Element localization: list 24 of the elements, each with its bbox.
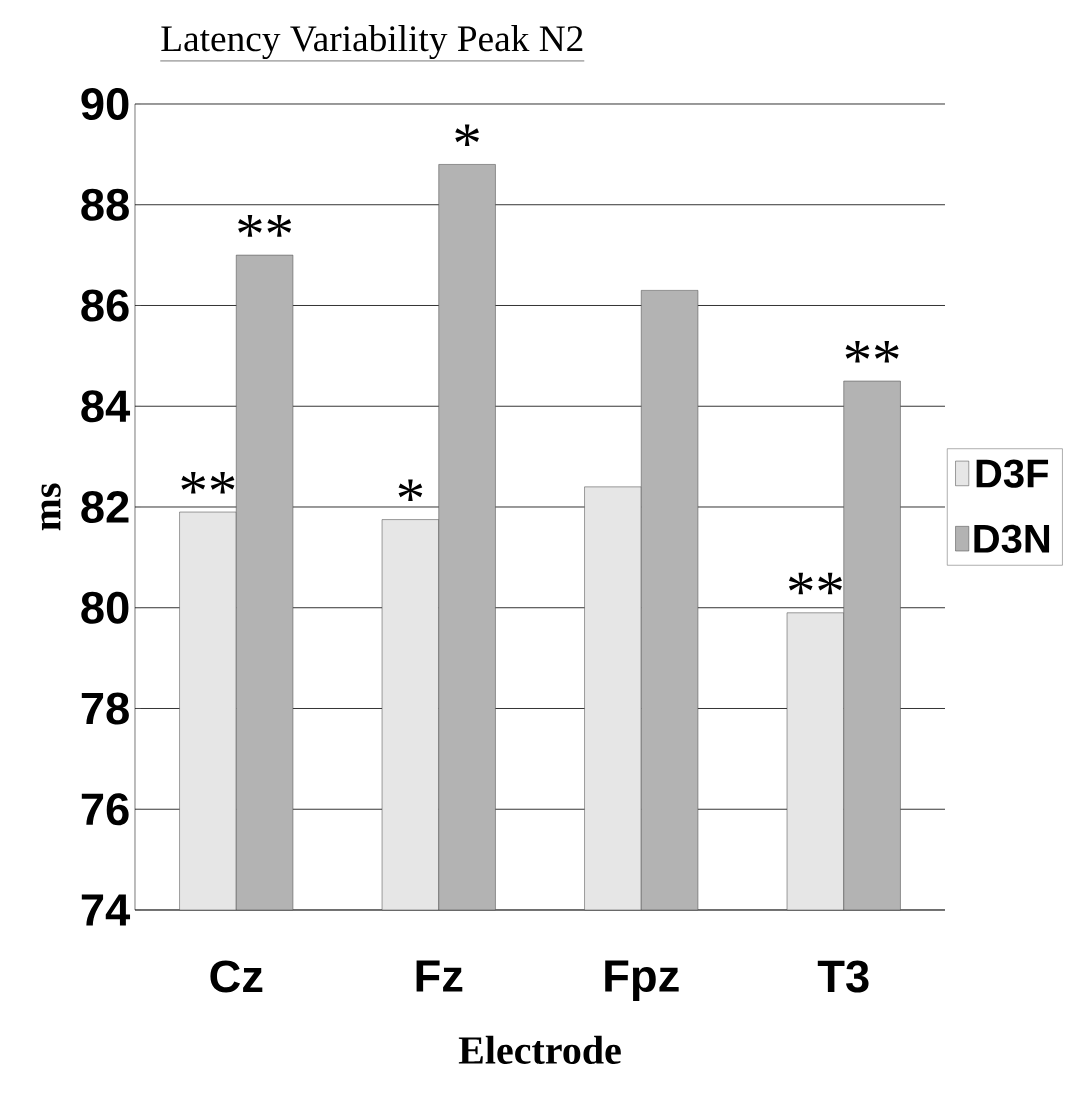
annotation: ** <box>238 215 292 237</box>
y-tick-label: 80 <box>81 591 129 624</box>
annotation: * <box>455 124 479 146</box>
y-tick-label: 86 <box>81 289 129 322</box>
x-tick-label: Cz <box>210 960 263 993</box>
y-tick-label: 76 <box>81 793 129 826</box>
x-tick-label: T3 <box>817 960 869 993</box>
legend-label: D3F <box>976 459 1049 488</box>
chart-title: Latency Variability Peak N2 <box>161 25 583 60</box>
y-tick-label: 88 <box>81 188 129 221</box>
annotation: ** <box>788 572 842 595</box>
y-tick-label: 84 <box>81 390 131 423</box>
annotation: ** <box>845 341 899 363</box>
x-tick-label: Fz <box>416 960 463 992</box>
y-tick-label: 82 <box>81 490 129 524</box>
x-tick-label: Fpz <box>605 960 679 1001</box>
x-axis-title: Electrode <box>458 1035 621 1064</box>
legend-label: D3N <box>974 524 1050 554</box>
y-tick-label: 74 <box>81 894 131 926</box>
y-tick-label: 78 <box>81 692 129 725</box>
y-tick-label: 90 <box>81 87 129 121</box>
annotation: ** <box>181 472 235 494</box>
y-axis-title: ms <box>41 483 61 531</box>
annotation: * <box>398 479 423 502</box>
